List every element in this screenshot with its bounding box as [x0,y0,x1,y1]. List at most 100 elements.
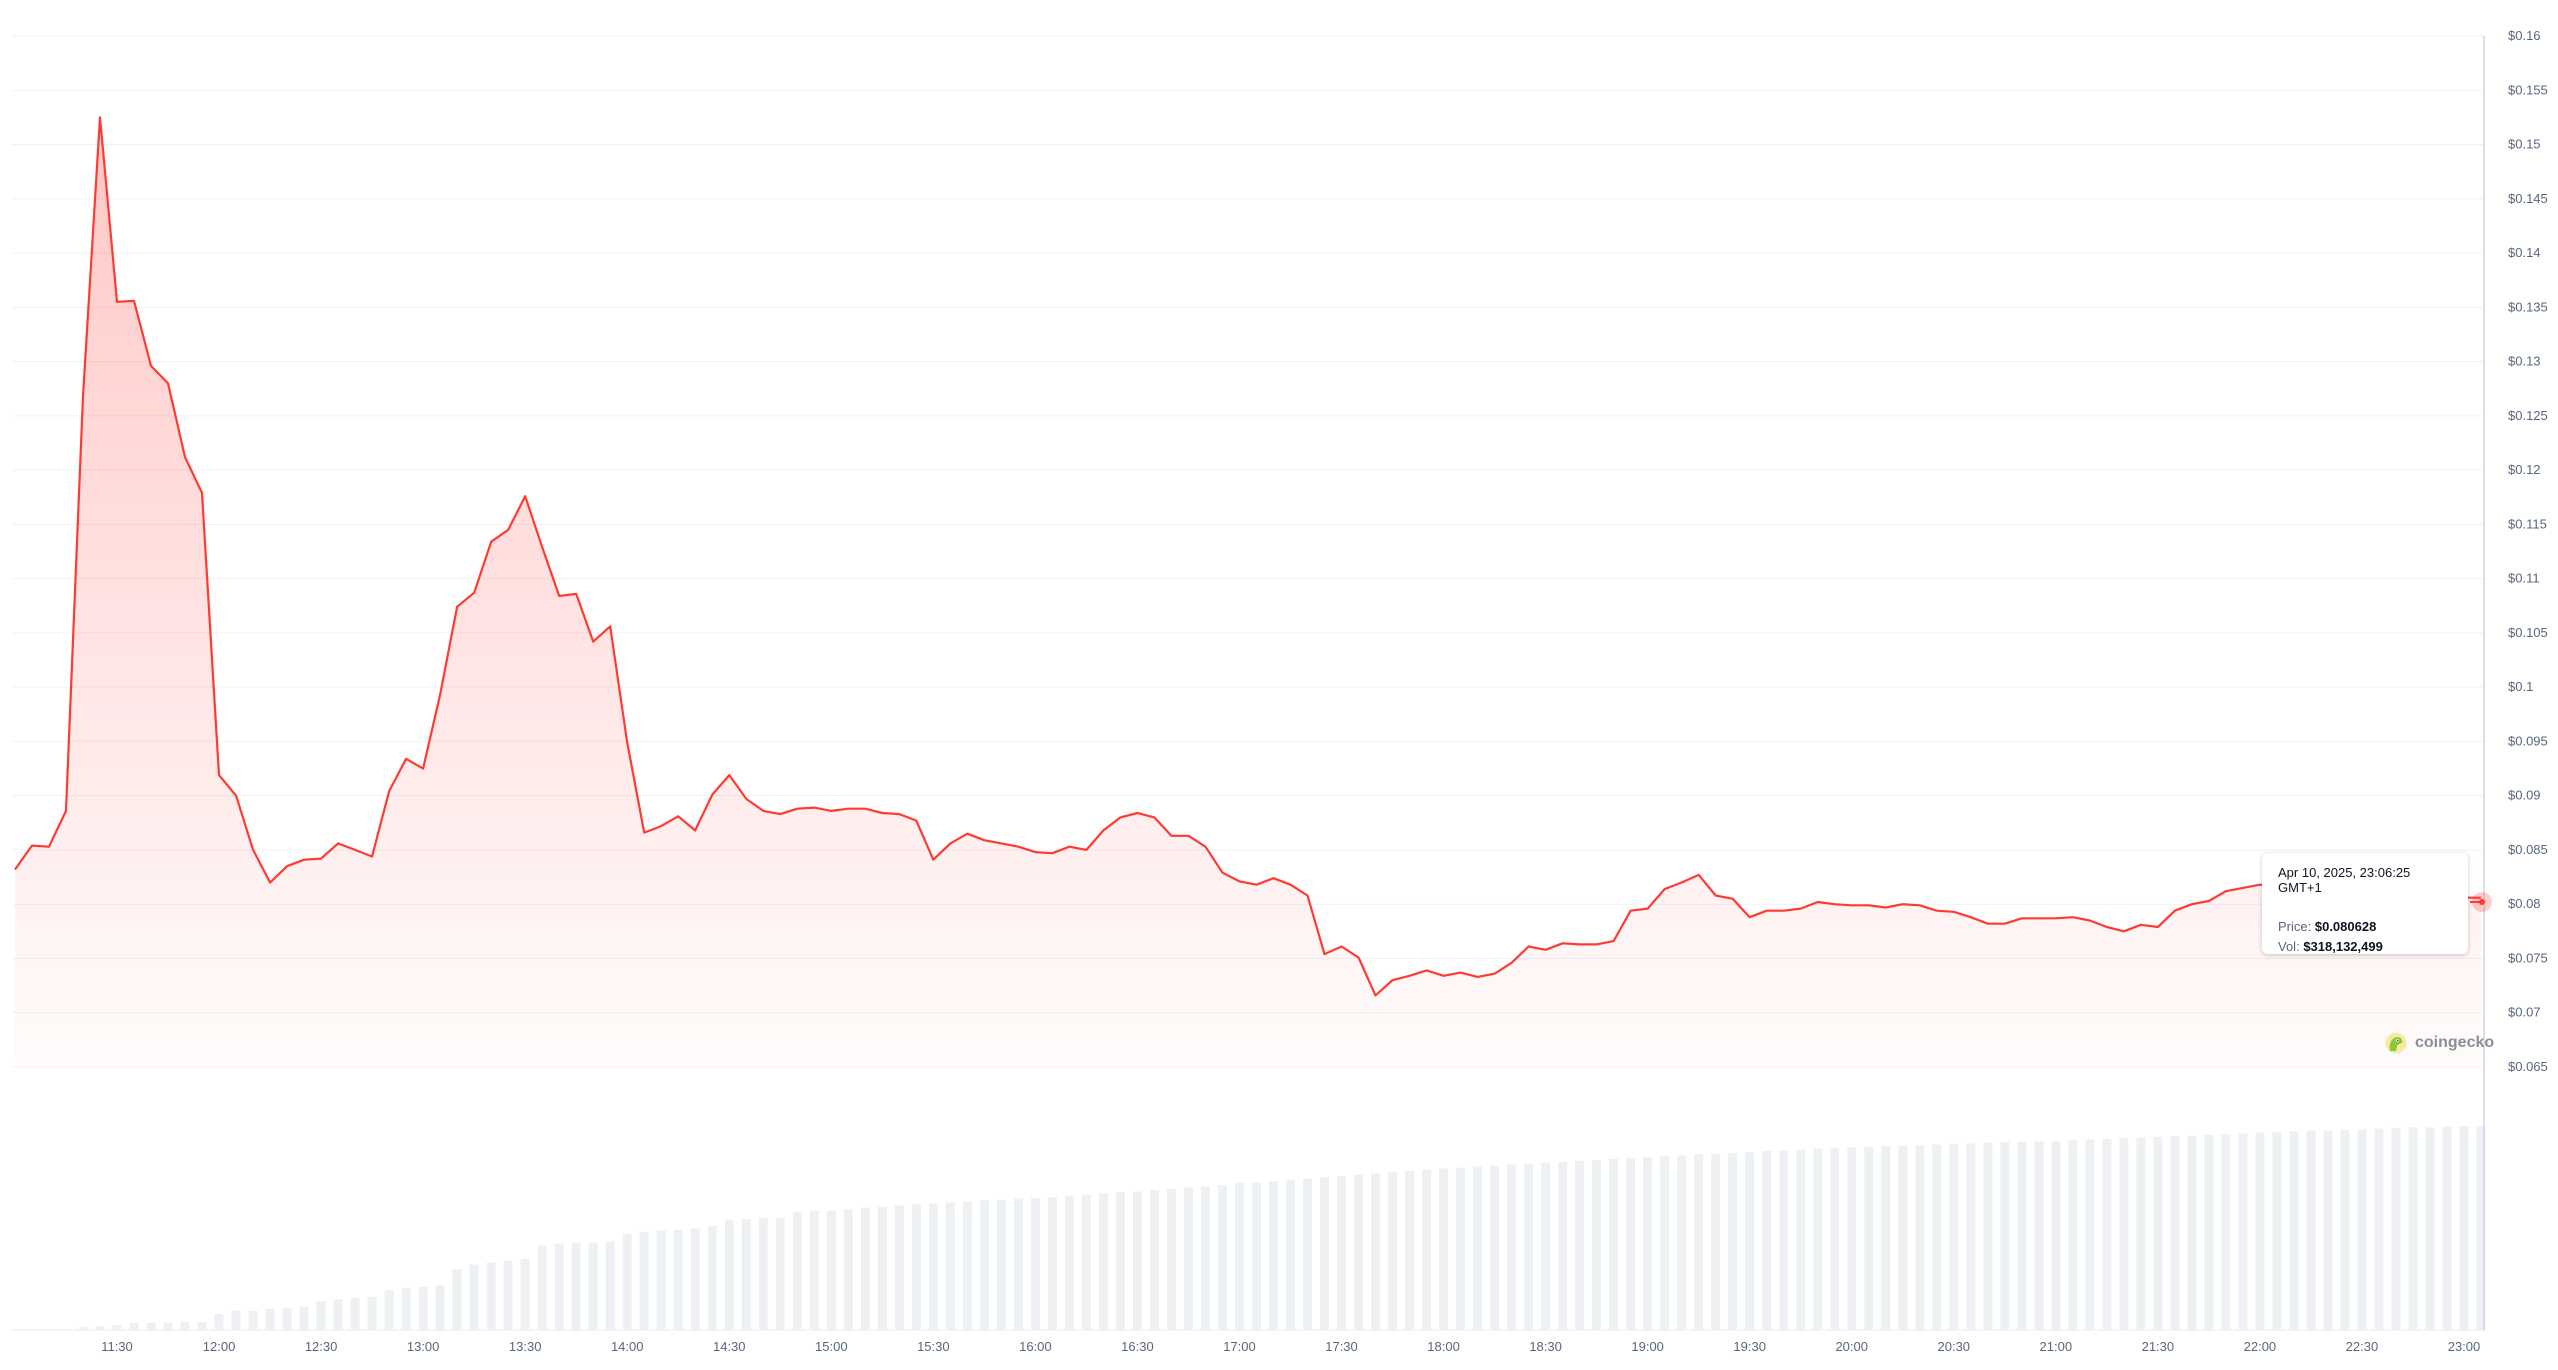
watermark-text: coingecko [2415,1034,2495,1051]
volume-bar [1251,1182,1261,1330]
volume-bar [1320,1177,1330,1330]
volume-bar [214,1313,224,1330]
volume-bar [1439,1168,1449,1330]
volume-bar [2102,1138,2112,1330]
volume-bar [1132,1191,1142,1330]
volume-bar [1898,1145,1908,1330]
y-tick-label: $0.115 [2508,516,2547,531]
y-tick-label: $0.085 [2508,842,2548,857]
volume-bar [163,1322,173,1330]
volume-bar [1473,1166,1483,1330]
tooltip-vol-row: Vol: $318,132,499 [2278,937,2452,957]
volume-bar [2119,1138,2129,1330]
volume-bar [1558,1161,1568,1330]
volume-bar [843,1209,853,1330]
volume-bar [1660,1156,1670,1330]
volume-bars [12,1126,2486,1331]
volume-bar [1745,1152,1755,1330]
volume-bar [673,1229,683,1330]
x-tick-label: 14:00 [611,1339,644,1354]
volume-bar [996,1199,1006,1330]
x-tick-label: 16:00 [1019,1339,1052,1354]
volume-bar [401,1287,411,1330]
x-tick-label: 22:00 [2244,1339,2277,1354]
volume-bar [231,1310,241,1330]
x-tick-label: 15:00 [815,1339,848,1354]
tooltip-date: Apr 10, 2025, 23:06:25 GMT+1 [2278,865,2411,895]
volume-bar [1796,1149,1806,1330]
volume-bar [690,1228,700,1330]
volume-bar [282,1308,292,1330]
volume-bar [435,1285,445,1330]
x-tick-label: 16:30 [1121,1339,1154,1354]
price-line [14,116,2481,997]
volume-bar [2051,1140,2061,1330]
volume-bar [656,1230,666,1330]
x-tick-label: 17:00 [1223,1339,1256,1354]
x-tick-label: 19:00 [1631,1339,1664,1354]
y-tick-label: $0.125 [2508,408,2548,423]
volume-bar [1915,1145,1925,1330]
volume-bar [503,1260,513,1330]
volume-bar [1200,1186,1210,1330]
volume-bar [2204,1134,2214,1330]
volume-bar [95,1325,105,1330]
volume-bar [1354,1174,1364,1330]
volume-bar [2391,1127,2401,1330]
volume-bar [1234,1183,1244,1330]
y-tick-label: $0.12 [2508,462,2541,477]
volume-bar [860,1207,870,1330]
volume-bar [1013,1198,1023,1330]
volume-bar [877,1206,887,1330]
volume-bar [2425,1127,2435,1330]
volume-bar [1847,1147,1857,1330]
volume-bar [180,1321,190,1330]
volume-bar [2136,1137,2146,1330]
volume-bar [588,1242,598,1330]
volume-bar [1422,1169,1432,1330]
volume-bar [1626,1158,1636,1330]
volume-bar [197,1321,207,1330]
volume-bar [1728,1152,1738,1330]
volume-bar [2306,1130,2316,1330]
volume-bar [2170,1136,2180,1330]
volume-bar [894,1205,904,1330]
y-tick-label: $0.08 [2508,896,2541,911]
x-tick-label: 11:30 [101,1339,133,1354]
volume-bar [2476,1126,2486,1330]
volume-bar [962,1201,972,1330]
volume-bar [911,1204,921,1330]
volume-bar [2221,1134,2231,1330]
volume-bar [1098,1193,1108,1330]
volume-bar [78,1326,88,1330]
volume-bar [1541,1162,1551,1330]
y-tick-label: $0.1 [2508,679,2533,694]
volume-bar [537,1245,547,1330]
volume-bar [520,1258,530,1330]
y-axis-labels: $0.16 $0.155 $0.15 $0.145 $0.14 $0.135 $0.13 $0… [2508,28,2548,1074]
volume-bar [2442,1126,2452,1330]
volume-bar [367,1296,377,1330]
x-tick-label: 13:00 [407,1339,440,1354]
tooltip-price-value: $0.080628 [2314,919,2377,934]
volume-bar [1592,1160,1602,1330]
x-tick-label: 15:30 [917,1339,950,1354]
y-tick-label: $0.13 [2508,354,2541,369]
volume-bar [1064,1195,1074,1330]
hover-marker [2479,899,2485,905]
volume-bar [622,1233,632,1330]
volume-bar [2034,1141,2044,1330]
volume-bar [146,1322,156,1330]
volume-bar [1983,1142,1993,1330]
volume-bar [826,1210,836,1330]
volume-bar [2017,1142,2027,1330]
volume-bar [945,1202,955,1330]
volume-bar [1286,1179,1295,1330]
x-tick-label: 19:30 [1733,1339,1766,1354]
x-tick-label: 22:30 [2346,1339,2379,1354]
volume-bar [1932,1144,1942,1330]
volume-bar [2323,1130,2333,1330]
volume-bar [1762,1151,1772,1330]
x-tick-label: 13:30 [509,1339,542,1354]
